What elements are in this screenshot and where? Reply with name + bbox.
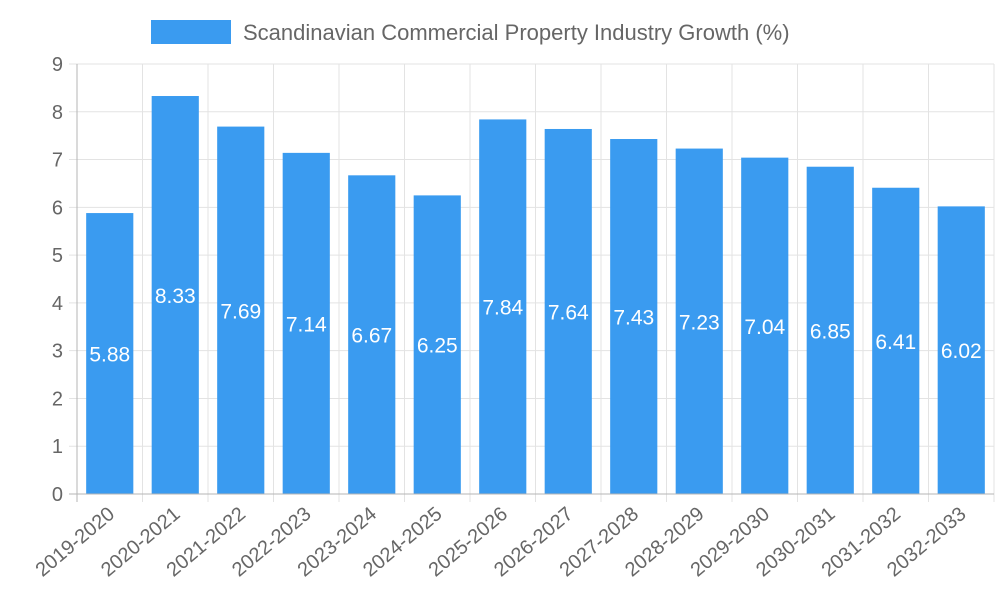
bar[interactable] [86,213,134,495]
bar[interactable] [937,206,985,494]
y-tick-label: 6 [52,197,63,219]
data-label: 7.69 [220,300,261,323]
y-axis-tick-labels: 0 1 2 3 4 5 6 7 8 9 [52,54,63,506]
data-label: 6.25 [417,335,458,358]
data-label: 7.14 [286,313,327,336]
data-label: 7.64 [548,301,589,324]
y-tick-label: 3 [52,341,63,363]
y-tick-label: 1 [52,436,63,458]
bar[interactable] [151,96,199,494]
y-tick-label: 5 [52,245,63,267]
data-label: 6.41 [875,331,916,354]
bar[interactable] [544,128,592,494]
y-tick-label: 7 [52,150,63,172]
legend-swatch [151,20,231,44]
data-labels: 5.88 8.33 7.69 7.14 6.67 6.25 7.84 7.64 7.43 7.23… [89,285,981,367]
axes [76,64,994,495]
bar[interactable] [675,148,723,495]
data-label: 7.04 [744,316,785,339]
y-tick-label: 9 [52,54,63,76]
bar[interactable] [872,187,920,494]
bars [86,96,985,495]
bar[interactable] [741,157,789,494]
x-axis-tick-labels: 2019-20202020-20212021-20222022-20232023… [32,503,971,581]
grid [69,63,995,502]
data-label: 5.88 [89,344,130,367]
bar[interactable] [413,195,461,494]
data-label: 6.67 [351,325,392,348]
legend[interactable]: Scandinavian Commercial Property Industr… [151,20,790,45]
data-label: 6.85 [810,320,851,343]
bar[interactable] [348,175,396,495]
y-tick-label: 2 [52,388,63,410]
data-label: 7.43 [613,307,654,330]
y-tick-label: 0 [52,484,63,506]
data-label: 7.23 [679,311,720,334]
bar[interactable] [282,152,330,494]
bar[interactable] [806,166,854,494]
y-tick-label: 4 [52,293,63,315]
bar[interactable] [479,119,527,494]
legend-label: Scandinavian Commercial Property Industr… [243,20,790,45]
data-label: 8.33 [155,285,196,308]
bar[interactable] [610,139,658,494]
bar[interactable] [217,126,265,494]
data-label: 7.84 [482,297,523,320]
y-tick-label: 8 [52,102,63,124]
data-label: 6.02 [941,340,982,363]
